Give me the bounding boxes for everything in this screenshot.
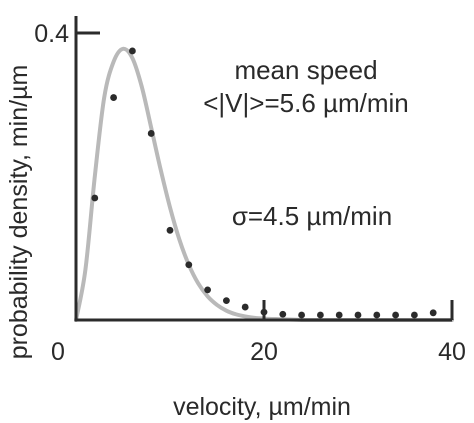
data-point: [317, 311, 324, 319]
annotation-mean-value: <|V|>=5.6 µm/min: [203, 88, 409, 118]
data-point: [335, 311, 343, 319]
tick-labels-layer: 0 20 40 0.4: [34, 20, 466, 366]
data-point: [241, 303, 249, 311]
y-tick-label: 0.4: [34, 20, 69, 48]
x-tick-label: 0: [51, 338, 65, 366]
data-point: [91, 194, 99, 202]
data-point: [411, 311, 418, 319]
x-axis-title: velocity, µm/min: [173, 393, 351, 421]
data-point: [110, 94, 117, 101]
data-points-layer: [91, 47, 437, 319]
data-point: [279, 310, 287, 318]
x-tick-label: 40: [438, 338, 466, 366]
data-point: [429, 309, 437, 317]
data-point: [166, 226, 174, 234]
annotation-mean-speed: mean speed: [234, 55, 377, 85]
data-point: [373, 311, 381, 319]
data-point: [147, 130, 155, 137]
data-point: [185, 261, 193, 269]
data-point: [223, 297, 230, 305]
data-point: [204, 286, 212, 294]
y-axis-title: probability density, min/µm: [5, 65, 33, 360]
x-tick-label: 20: [250, 338, 278, 366]
axes-layer: [74, 16, 454, 322]
data-point: [354, 311, 362, 319]
data-point: [298, 311, 305, 319]
data-point: [392, 311, 399, 319]
annotation-sigma: σ=4.5 µm/min: [232, 201, 392, 231]
data-point: [129, 47, 136, 55]
